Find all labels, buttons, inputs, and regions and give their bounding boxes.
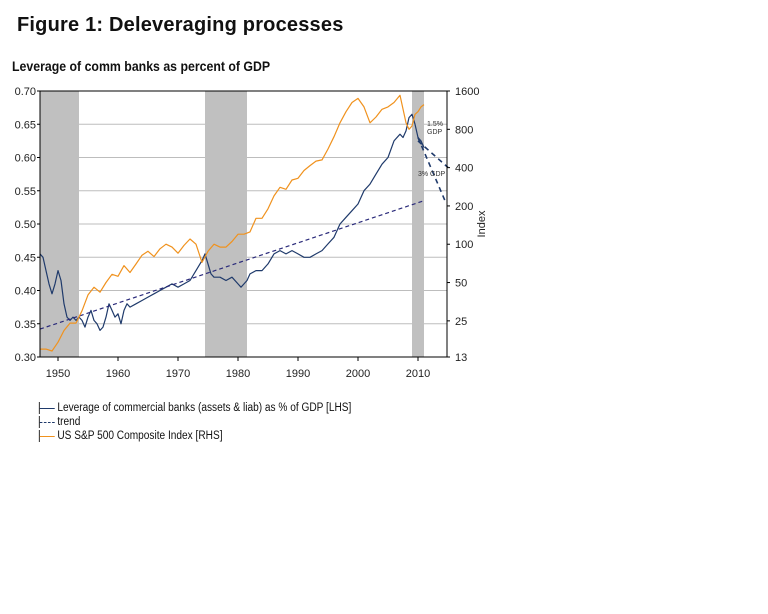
right-tick-label: 100 <box>455 239 473 251</box>
left-tick-label: 0.65 <box>15 119 36 131</box>
annotations: 1.5%GDP 3% GDP <box>418 121 446 178</box>
right-tick-label: 800 <box>455 124 473 136</box>
legend-swatch-leverage <box>38 402 56 414</box>
series-us-s-p-500-composite-index-rhs <box>40 94 425 352</box>
right-tick-label: 25 <box>455 316 467 328</box>
legend-label: US S&P 500 Composite Index [RHS] <box>57 430 223 442</box>
left-tick-label: 0.55 <box>15 186 36 198</box>
legend-label: trend <box>57 416 81 428</box>
series-3-gdp-projection <box>417 137 446 202</box>
legend-item: US S&P 500 Composite Index [RHS] <box>38 429 351 443</box>
series-trend <box>39 200 425 330</box>
left-tick-label: 0.45 <box>15 252 36 264</box>
tick-labels: 0.70 0.65 0.60 0.55 0.50 0.45 0.40 0.35 0.30 1600… <box>15 86 488 380</box>
legend: Leverage of commercial banks (assets & l… <box>38 401 394 443</box>
x-tick-label: 2010 <box>406 368 430 380</box>
left-tick-label: 0.30 <box>15 352 36 364</box>
x-tick-label: 1950 <box>46 368 70 380</box>
x-tick-label: 2000 <box>346 368 370 380</box>
x-tick-label: 1990 <box>286 368 310 380</box>
series-lines <box>39 94 449 352</box>
right-tick-label: 50 <box>455 278 467 290</box>
right-axis-label: Index <box>476 210 488 237</box>
recession-band-overlay <box>205 92 247 357</box>
left-tick-label: 0.70 <box>15 86 36 98</box>
series-1-5-gdp-projection <box>417 140 449 169</box>
chart-title: Leverage of comm banks as percent of GDP <box>12 58 271 74</box>
x-tick-label: 1960 <box>106 368 130 380</box>
axes <box>37 90 450 361</box>
recession-band-overlay <box>412 92 424 357</box>
series-leverage-of-commercial-banks-assets-liab-as-of-gdp-lhs <box>39 113 425 331</box>
left-tick-label: 0.50 <box>15 219 36 231</box>
right-tick-label: 1600 <box>455 86 479 98</box>
legend-swatch-sp500 <box>38 430 56 442</box>
annotation-label: 3% GDP <box>418 171 446 178</box>
legend-label: Leverage of commercial banks (assets & l… <box>57 402 352 414</box>
legend-item: trend <box>38 415 351 429</box>
figure-title: Figure 1: Deleveraging processes <box>17 14 344 36</box>
recession-band-overlay <box>40 92 79 357</box>
x-tick-label: 1980 <box>226 368 250 380</box>
left-tick-label: 0.35 <box>15 319 36 331</box>
left-tick-label: 0.60 <box>15 153 36 165</box>
x-tick-label: 1970 <box>166 368 190 380</box>
legend-swatch-trend <box>38 416 56 428</box>
legend-item: Leverage of commercial banks (assets & l… <box>38 401 351 415</box>
right-tick-label: 400 <box>455 163 473 175</box>
left-tick-label: 0.40 <box>15 286 36 298</box>
right-tick-label: 200 <box>455 201 473 213</box>
gridlines <box>40 90 447 358</box>
annotation-label: 1.5% <box>427 121 443 128</box>
right-tick-label: 13 <box>455 352 467 364</box>
annotation-label: GDP <box>427 129 443 136</box>
